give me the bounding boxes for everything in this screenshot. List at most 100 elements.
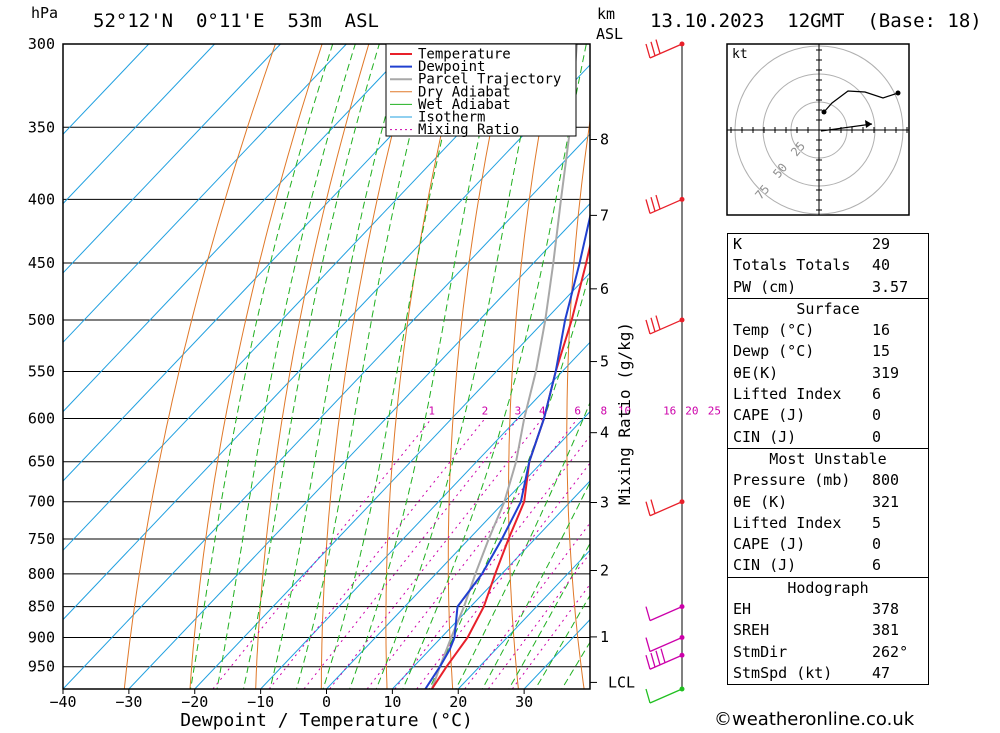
legend-label: Dewpoint <box>418 59 485 75</box>
most-unstable-value: 6 <box>872 556 882 575</box>
index-label: PW (cm) <box>733 277 797 296</box>
hodograph-trace <box>823 90 899 113</box>
legend-label: Isotherm <box>418 110 485 126</box>
surface-row: CAPE (J) 0 <box>728 405 928 426</box>
most-unstable-label: Pressure (mb) <box>733 471 851 490</box>
isotherm-line <box>63 44 150 135</box>
x-tick-label: 30 <box>515 693 533 711</box>
mixing-ratio-line <box>511 583 590 689</box>
location-title: 52°12'N 0°11'E 53m ASL <box>93 10 379 32</box>
surface-row: CIN (J) 0 <box>728 427 928 448</box>
most-unstable-row: Lifted Index 5 <box>728 513 928 534</box>
dry-adiabat-line <box>123 44 276 689</box>
surface-row: Lifted Index 6 <box>728 384 928 405</box>
legend-label: Dry Adiabat <box>418 84 511 100</box>
hodograph-stat-row: StmSpd (kt) 47 <box>728 663 928 684</box>
mixing-ratio-label: 20 <box>685 404 698 417</box>
index-label: K <box>733 235 743 253</box>
dry-adiabat-line <box>189 44 323 689</box>
wet-adiabat-line <box>534 594 590 689</box>
most-unstable-row: θE (K) 321 <box>728 492 928 513</box>
km-tick-label: LCL <box>608 673 635 691</box>
dry-adiabat-line <box>255 44 370 689</box>
isotherm-line <box>63 44 479 482</box>
surface-label: Dewp (°C) <box>733 342 815 361</box>
legend-label: Wet Adiabat <box>418 97 511 113</box>
dewpoint-line <box>424 212 590 689</box>
hodograph-stat-row: StmDir 262° <box>728 642 928 663</box>
km-tick-label: 4 <box>600 424 609 442</box>
hodograph-point <box>895 90 901 96</box>
wind-barbs <box>645 39 685 704</box>
hodograph-title: Hodograph <box>728 576 928 599</box>
wind-barb <box>645 499 685 517</box>
legend-label: Mixing Ratio <box>418 122 519 138</box>
wet-adiabat-line <box>428 269 590 689</box>
pressure-tick-label: 650 <box>28 453 55 471</box>
index-value: 40 <box>872 256 891 275</box>
isotherm-line <box>63 44 281 274</box>
copyright-footer[interactable]: ©weatheronline.co.uk <box>714 709 915 730</box>
pressure-tick-label: 850 <box>28 598 55 616</box>
most-unstable-row: CAPE (J) 0 <box>728 534 928 555</box>
index-row: PW (cm) 3.57 <box>728 277 928 298</box>
hodograph-stat-value: 262° <box>872 642 909 661</box>
hodograph-stat-label: StmDir <box>733 642 788 661</box>
wet-adiabat-line <box>322 44 465 689</box>
surface-label: Temp (°C) <box>733 321 815 340</box>
surface-row: θE(K) 319 <box>728 363 928 384</box>
x-tick-label: −40 <box>49 693 76 711</box>
isotherm-line <box>326 410 590 689</box>
isotherm-line <box>194 272 590 689</box>
dry-adiabat-line <box>385 44 463 689</box>
pressure-tick-label: 750 <box>28 530 55 548</box>
wind-barb <box>645 686 685 704</box>
wet-adiabat-line <box>455 401 590 689</box>
most-unstable-row: CIN (J) 6 <box>728 555 928 576</box>
km-tick-label: 2 <box>600 561 609 579</box>
mixing-ratio-label: 1 <box>428 404 435 417</box>
most-unstable-label: θE (K) <box>733 492 788 511</box>
wet-adiabat-line <box>242 44 380 689</box>
most-unstable-value: 321 <box>872 492 900 511</box>
wet-adiabat-line <box>189 44 334 689</box>
isotherm-line <box>63 44 545 552</box>
hodograph-unit: kt <box>732 47 748 62</box>
index-value: 29 <box>872 235 891 253</box>
mixing-ratio-label: 25 <box>708 404 721 417</box>
mixing-ratio-line <box>212 418 432 689</box>
pressure-tick-label: 450 <box>28 254 55 272</box>
most-unstable-label: Lifted Index <box>733 513 842 532</box>
x-tick-label: −10 <box>247 693 274 711</box>
dry-adiabat-line <box>929 44 1000 689</box>
most-unstable-value: 800 <box>872 471 900 490</box>
mixing-ratio-line <box>394 435 590 689</box>
pressure-tick-label: 300 <box>28 35 55 53</box>
wind-barb <box>645 315 685 335</box>
x-tick-label: 20 <box>449 693 467 711</box>
pressure-tick-label: 350 <box>28 118 55 136</box>
mixing-ratio-line <box>268 418 486 689</box>
mixing-ratio-label: 4 <box>539 404 546 417</box>
wet-adiabat-line <box>375 44 541 689</box>
isotherm-line <box>63 44 413 413</box>
surface-label: CAPE (J) <box>733 406 806 425</box>
wet-adiabat-line <box>269 44 406 689</box>
hodograph-stat-label: SREH <box>733 621 770 640</box>
wind-barb <box>645 604 685 622</box>
wet-adiabat-line <box>349 44 501 689</box>
isotherm-line <box>260 341 590 689</box>
pressure-unit-label: hPa <box>31 4 59 22</box>
hodograph-stat-value: 47 <box>872 663 891 682</box>
dry-adiabat-line <box>976 44 1000 689</box>
mixing-ratio-label: 8 <box>600 404 607 417</box>
isotherm-line <box>63 44 347 344</box>
dry-adiabat-line <box>447 44 510 689</box>
most-unstable-label: CIN (J) <box>733 556 797 575</box>
indices-panel: K 29 Totals Totals 40 PW (cm) 3.57 Surface Te… <box>727 233 929 686</box>
mixing-ratio-line <box>416 462 590 689</box>
km-tick-label: 7 <box>600 206 609 224</box>
pressure-tick-label: 700 <box>28 493 55 511</box>
